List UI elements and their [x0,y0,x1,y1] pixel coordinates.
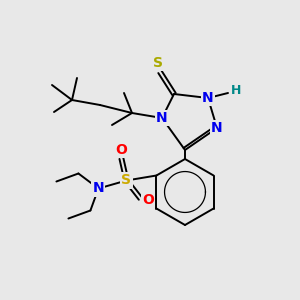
Text: N: N [156,111,168,125]
Text: N: N [93,182,104,196]
Text: O: O [116,142,128,157]
Text: S: S [122,173,131,188]
Text: N: N [202,91,214,105]
Text: O: O [142,194,154,208]
Text: S: S [153,56,163,70]
Text: H: H [231,85,241,98]
Text: N: N [211,121,223,135]
